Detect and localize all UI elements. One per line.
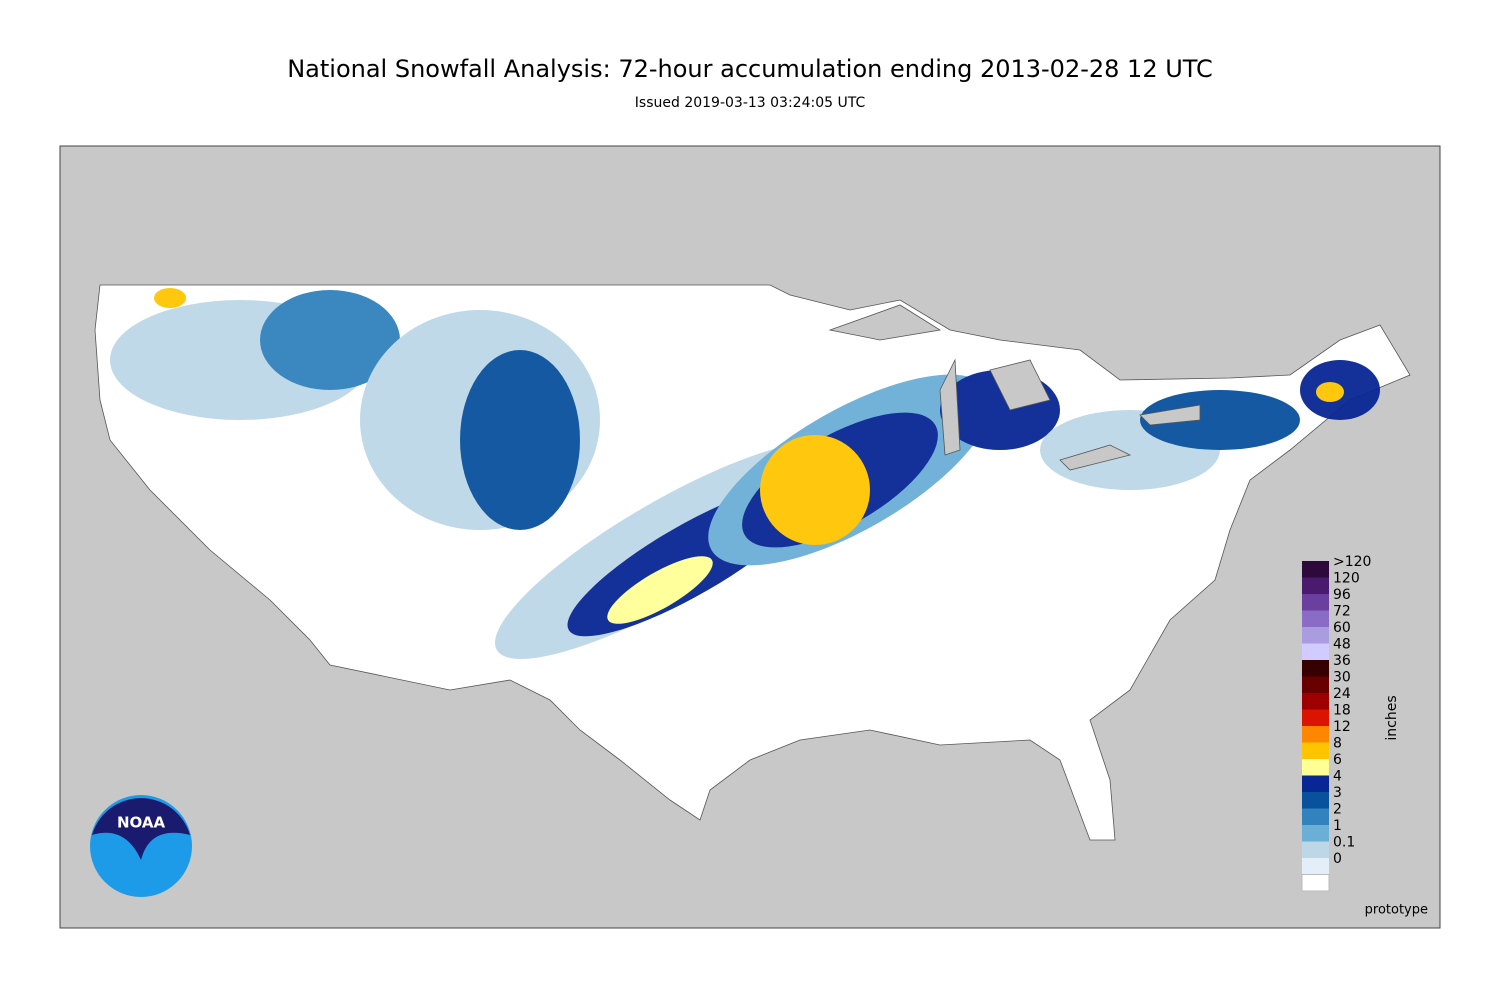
legend-title: inches xyxy=(1384,695,1400,740)
great-lakes xyxy=(828,304,1201,471)
legend-swatch xyxy=(1302,742,1329,759)
legend-swatch xyxy=(1302,841,1329,858)
legend-label: 96 xyxy=(1333,587,1351,603)
legend-swatch xyxy=(1301,874,1330,892)
legend-swatch xyxy=(1302,660,1329,677)
legend-label: 3 xyxy=(1333,785,1342,801)
title: National Snowfall Analysis: 72-hour accu… xyxy=(287,55,1213,83)
legend-swatch xyxy=(1302,643,1329,660)
legend-swatch xyxy=(1302,627,1329,644)
legend-swatch xyxy=(1302,610,1329,627)
legend-label: 72 xyxy=(1333,604,1351,620)
legend-label: 48 xyxy=(1333,637,1351,653)
legend-swatch xyxy=(1302,825,1329,842)
legend-label: 2 xyxy=(1333,802,1342,818)
legend-label: 120 xyxy=(1333,571,1360,587)
logo-text: NOAA xyxy=(117,814,166,832)
legend-label: 12 xyxy=(1333,719,1351,735)
legend-swatch xyxy=(1302,792,1329,809)
legend-label: 4 xyxy=(1333,769,1342,785)
legend-swatch xyxy=(1302,726,1329,743)
legend-swatch xyxy=(1302,693,1329,710)
legend-swatch xyxy=(1302,577,1329,594)
legend-swatch xyxy=(1302,676,1329,693)
legend-label: 36 xyxy=(1333,653,1351,669)
legend-swatch xyxy=(1302,594,1329,611)
legend-label: 8 xyxy=(1333,736,1342,752)
noaa-logo: NOAA xyxy=(90,795,192,897)
legend-swatch xyxy=(1302,858,1329,875)
subtitle: Issued 2019-03-13 03:24:05 UTC xyxy=(635,95,866,111)
note: prototype xyxy=(1365,903,1428,918)
legend-label: 6 xyxy=(1333,752,1342,768)
legend-label: 0.1 xyxy=(1333,835,1355,851)
legend-label: >120 xyxy=(1333,554,1371,570)
legend-swatch xyxy=(1302,808,1329,825)
legend-swatch xyxy=(1302,561,1329,578)
legend-label: 1 xyxy=(1333,818,1342,834)
snowfall xyxy=(110,288,1380,659)
legend-label: 18 xyxy=(1333,703,1351,719)
legend-swatch xyxy=(1302,775,1329,792)
legend-label: 60 xyxy=(1333,620,1351,636)
legend-label: 24 xyxy=(1333,686,1351,702)
legend-label: 0 xyxy=(1333,851,1342,867)
legend-swatch xyxy=(1302,709,1329,726)
legend-swatch xyxy=(1302,759,1329,776)
legend-label: 30 xyxy=(1333,670,1351,686)
